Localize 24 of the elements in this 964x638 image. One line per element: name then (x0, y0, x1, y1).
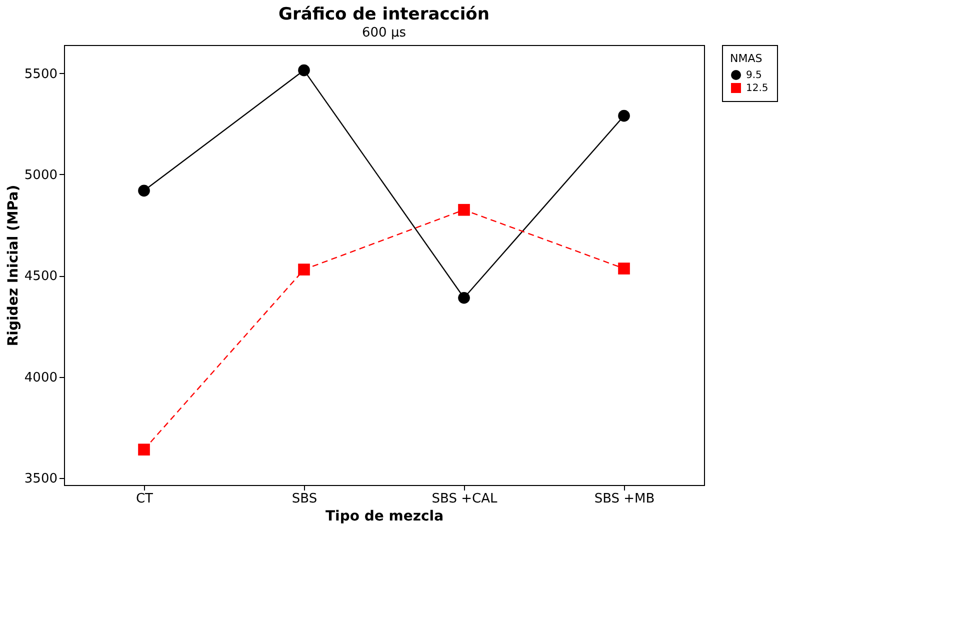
legend-label: 9.5 (746, 70, 762, 81)
point (458, 292, 470, 304)
y-tick-label: 4500 (24, 269, 58, 284)
point (138, 184, 150, 197)
point (458, 204, 470, 216)
y-tick-label: 5000 (24, 168, 58, 183)
point (138, 444, 150, 456)
x-tick-label: CT (136, 492, 154, 506)
x-tick-label: SBS (292, 492, 318, 506)
y-tick-label: 3500 (24, 471, 58, 486)
point (618, 262, 630, 274)
x-tick-label: SBS +MB (594, 492, 655, 506)
legend-label: 12.5 (746, 83, 768, 94)
y-tick-label: 5500 (24, 66, 58, 82)
x-axis-title: Tipo de mezcla (325, 508, 444, 524)
point (298, 64, 310, 76)
legend-title: NMAS (730, 52, 762, 65)
chart-title: Gráfico de interacción (278, 4, 490, 24)
x-tick-label: SBS +CAL (432, 492, 498, 506)
point (618, 110, 630, 122)
chart-subtitle: 600 µs (362, 26, 406, 40)
y-axis-title: Rigidez Inicial (MPa) (5, 184, 22, 346)
y-tick-label: 4000 (24, 370, 58, 386)
point (298, 264, 310, 276)
